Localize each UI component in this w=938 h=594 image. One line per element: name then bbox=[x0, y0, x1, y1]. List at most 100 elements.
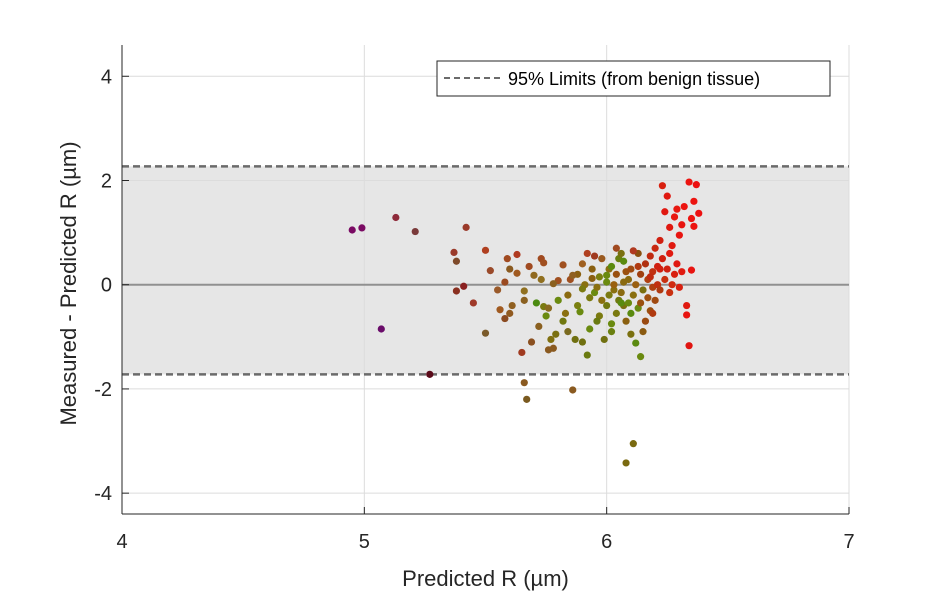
data-point bbox=[411, 227, 419, 236]
data-point bbox=[661, 208, 669, 216]
data-point bbox=[503, 255, 511, 263]
data-point bbox=[506, 265, 514, 273]
data-point bbox=[612, 309, 620, 317]
data-point bbox=[527, 338, 536, 346]
data-point bbox=[450, 248, 458, 257]
data-point bbox=[629, 247, 637, 255]
data-point bbox=[666, 249, 674, 258]
data-point bbox=[544, 346, 553, 354]
data-point bbox=[632, 339, 640, 347]
data-point bbox=[634, 262, 642, 271]
data-point bbox=[641, 260, 650, 268]
data-point bbox=[481, 246, 490, 254]
data-point bbox=[690, 197, 698, 205]
data-point bbox=[627, 309, 635, 317]
data-point bbox=[658, 182, 667, 190]
data-point bbox=[452, 257, 461, 265]
data-point bbox=[593, 317, 601, 325]
data-point bbox=[617, 299, 625, 307]
legend: 95% Limits (from benign tissue) bbox=[436, 60, 831, 97]
data-point bbox=[590, 252, 599, 260]
data-point bbox=[552, 330, 560, 338]
data-point bbox=[680, 202, 688, 211]
data-point bbox=[506, 309, 514, 317]
data-point bbox=[540, 259, 548, 267]
data-point bbox=[617, 288, 625, 297]
data-point bbox=[651, 296, 659, 304]
legend-label: 95% Limits (from benign tissue) bbox=[508, 69, 760, 89]
data-point bbox=[523, 395, 531, 403]
data-point bbox=[678, 268, 686, 276]
data-point bbox=[460, 282, 468, 290]
x-tick-label: 6 bbox=[601, 531, 612, 553]
x-tick-label: 7 bbox=[843, 531, 854, 553]
data-point bbox=[646, 252, 654, 260]
data-point bbox=[520, 379, 528, 387]
data-point bbox=[578, 338, 587, 346]
y-tick-label: -2 bbox=[94, 379, 112, 401]
data-point bbox=[612, 244, 620, 252]
data-point bbox=[561, 309, 570, 317]
data-point bbox=[494, 286, 502, 294]
y-tick-label: 2 bbox=[101, 170, 112, 192]
data-point bbox=[639, 328, 647, 336]
data-point bbox=[675, 283, 683, 291]
data-point bbox=[620, 257, 628, 265]
data-point bbox=[595, 273, 603, 281]
data-point bbox=[656, 265, 664, 273]
data-point bbox=[598, 296, 606, 304]
data-point bbox=[452, 287, 461, 295]
data-point bbox=[607, 262, 616, 271]
data-point bbox=[532, 299, 540, 307]
y-axis-title: Measured - Predicted R (µm) bbox=[56, 141, 81, 425]
data-point bbox=[518, 348, 526, 357]
data-point bbox=[685, 178, 693, 186]
data-point bbox=[641, 317, 650, 325]
data-point bbox=[685, 342, 693, 350]
y-tick-label: -4 bbox=[94, 483, 112, 505]
axes-layer bbox=[121, 45, 850, 515]
tick-labels-layer: 4 5 6 7 -4 -2 0 2 4 bbox=[94, 66, 854, 553]
data-point bbox=[576, 308, 584, 316]
x-axis-title: Predicted R (µm) bbox=[402, 566, 569, 591]
y-tick-label: 0 bbox=[101, 275, 112, 297]
data-point bbox=[675, 231, 683, 239]
limits-band bbox=[122, 166, 849, 375]
data-point bbox=[668, 281, 676, 289]
data-point bbox=[673, 205, 681, 213]
data-point bbox=[513, 269, 521, 277]
data-point bbox=[549, 280, 557, 288]
data-point bbox=[520, 296, 528, 304]
data-point bbox=[668, 242, 676, 250]
data-point bbox=[569, 386, 577, 394]
data-point bbox=[537, 275, 545, 284]
y-tick-label: 4 bbox=[101, 66, 112, 88]
data-point bbox=[673, 260, 681, 268]
data-point bbox=[627, 330, 635, 338]
data-point bbox=[651, 244, 659, 252]
data-point bbox=[636, 270, 645, 278]
data-point bbox=[622, 459, 630, 467]
data-point bbox=[513, 250, 521, 259]
data-point bbox=[486, 267, 494, 275]
data-point bbox=[377, 325, 385, 333]
data-point bbox=[607, 320, 616, 328]
data-point bbox=[658, 255, 667, 263]
data-point bbox=[535, 322, 543, 330]
data-point bbox=[603, 271, 611, 279]
data-point bbox=[469, 299, 477, 307]
data-point bbox=[617, 249, 625, 258]
data-point bbox=[569, 271, 577, 279]
data-point bbox=[612, 270, 620, 278]
data-point bbox=[508, 301, 516, 310]
data-point bbox=[644, 294, 652, 302]
data-point bbox=[692, 181, 700, 189]
data-point bbox=[678, 221, 686, 229]
data-point bbox=[578, 285, 587, 293]
data-point bbox=[573, 301, 582, 310]
data-point bbox=[695, 209, 703, 217]
data-point bbox=[586, 294, 594, 302]
data-point bbox=[646, 273, 654, 281]
data-point bbox=[670, 270, 679, 278]
data-point bbox=[598, 255, 606, 263]
